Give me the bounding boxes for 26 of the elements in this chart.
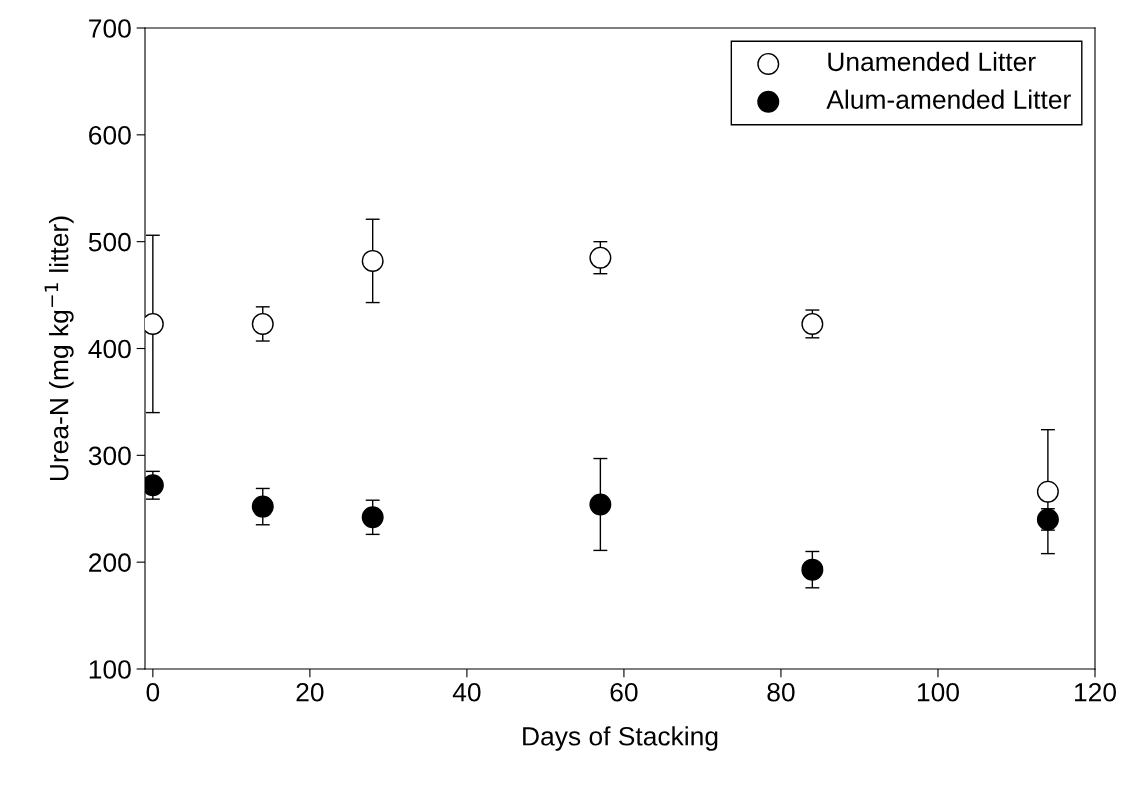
- y-tick-label: 200: [89, 553, 131, 572]
- point: [361, 506, 384, 529]
- y-tick-label: 700: [89, 19, 131, 38]
- legend-label: Alum-amended Litter: [826, 89, 1071, 109]
- x-tick-label: 60: [610, 682, 638, 702]
- y-tick-label: 400: [88, 339, 131, 359]
- point: [589, 246, 612, 269]
- legend-label: Unamended Litter: [828, 51, 1036, 72]
- x-tick-label: 20: [296, 682, 324, 702]
- y-tick-label: 500: [88, 232, 131, 252]
- y-axis-title: Urea-N (mg kg$^{−1}$ litter): [44, 216, 74, 481]
- y-tick-label: 100: [89, 660, 131, 679]
- x-tick-label: 120: [1075, 682, 1116, 702]
- x-axis-title: Days of Stacking: [523, 726, 718, 751]
- y-tick-label: 600: [89, 125, 131, 145]
- point: [251, 495, 274, 518]
- point: [1036, 480, 1059, 503]
- point: [361, 249, 384, 272]
- y-tick-label: 300: [88, 446, 131, 466]
- x-tick-label: 40: [452, 682, 481, 702]
- x-tick-label: 80: [767, 682, 795, 702]
- point: [589, 493, 612, 516]
- point: [801, 558, 824, 581]
- point: [251, 312, 274, 335]
- x-tick-label: 0: [146, 682, 160, 702]
- x-tick-label: 100: [917, 682, 959, 702]
